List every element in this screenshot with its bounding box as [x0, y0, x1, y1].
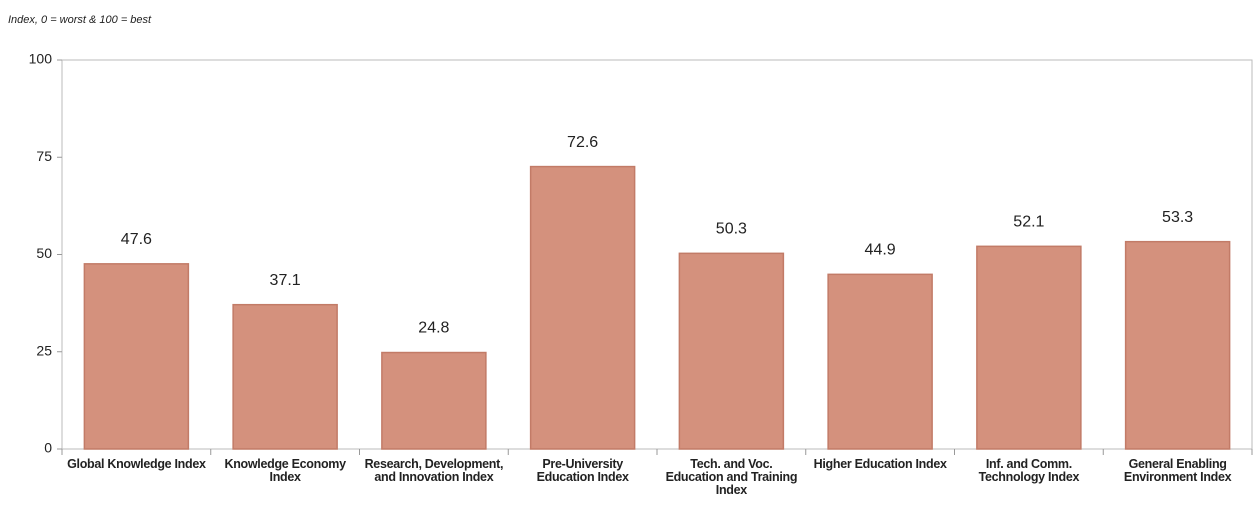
- bar: [1124, 240, 1231, 450]
- x-tick-label: Higher Education Index: [813, 457, 947, 471]
- bar: [827, 273, 933, 450]
- x-tick-label: Global Knowledge Index: [67, 457, 206, 471]
- data-label: 50.3: [716, 221, 747, 238]
- bar: [976, 245, 1082, 450]
- data-label: 37.1: [270, 272, 301, 289]
- x-tick-label: Tech. and Voc. Education and Training In…: [665, 457, 798, 497]
- y-tick-label: 25: [36, 342, 52, 358]
- bar: [678, 252, 785, 450]
- bar: [83, 263, 190, 450]
- y-tick-label: 0: [44, 440, 52, 456]
- bar: [232, 303, 338, 450]
- x-tick-label: Research, Development, and Innovation In…: [364, 457, 504, 484]
- y-axis-label: Index, 0 = worst & 100 = best: [8, 14, 152, 26]
- x-tick-label: General Enabling Environment Index: [1123, 457, 1232, 484]
- data-label: 44.9: [865, 242, 896, 259]
- bar: [529, 165, 636, 450]
- y-tick-label: 100: [29, 51, 53, 67]
- data-label: 53.3: [1162, 209, 1193, 226]
- data-label: 52.1: [1013, 214, 1044, 231]
- x-tick-label: Pre-University Education Index: [536, 457, 629, 484]
- x-tick-label: Inf. and Comm. Technology Index: [978, 457, 1080, 484]
- y-tick-label: 50: [36, 245, 52, 261]
- data-label: 72.6: [567, 134, 598, 151]
- data-label: 47.6: [121, 231, 152, 248]
- data-label: 24.8: [418, 320, 449, 337]
- y-tick-label: 75: [36, 148, 52, 164]
- bar: [381, 351, 487, 450]
- x-tick-label: Knowledge Economy Index: [224, 457, 346, 484]
